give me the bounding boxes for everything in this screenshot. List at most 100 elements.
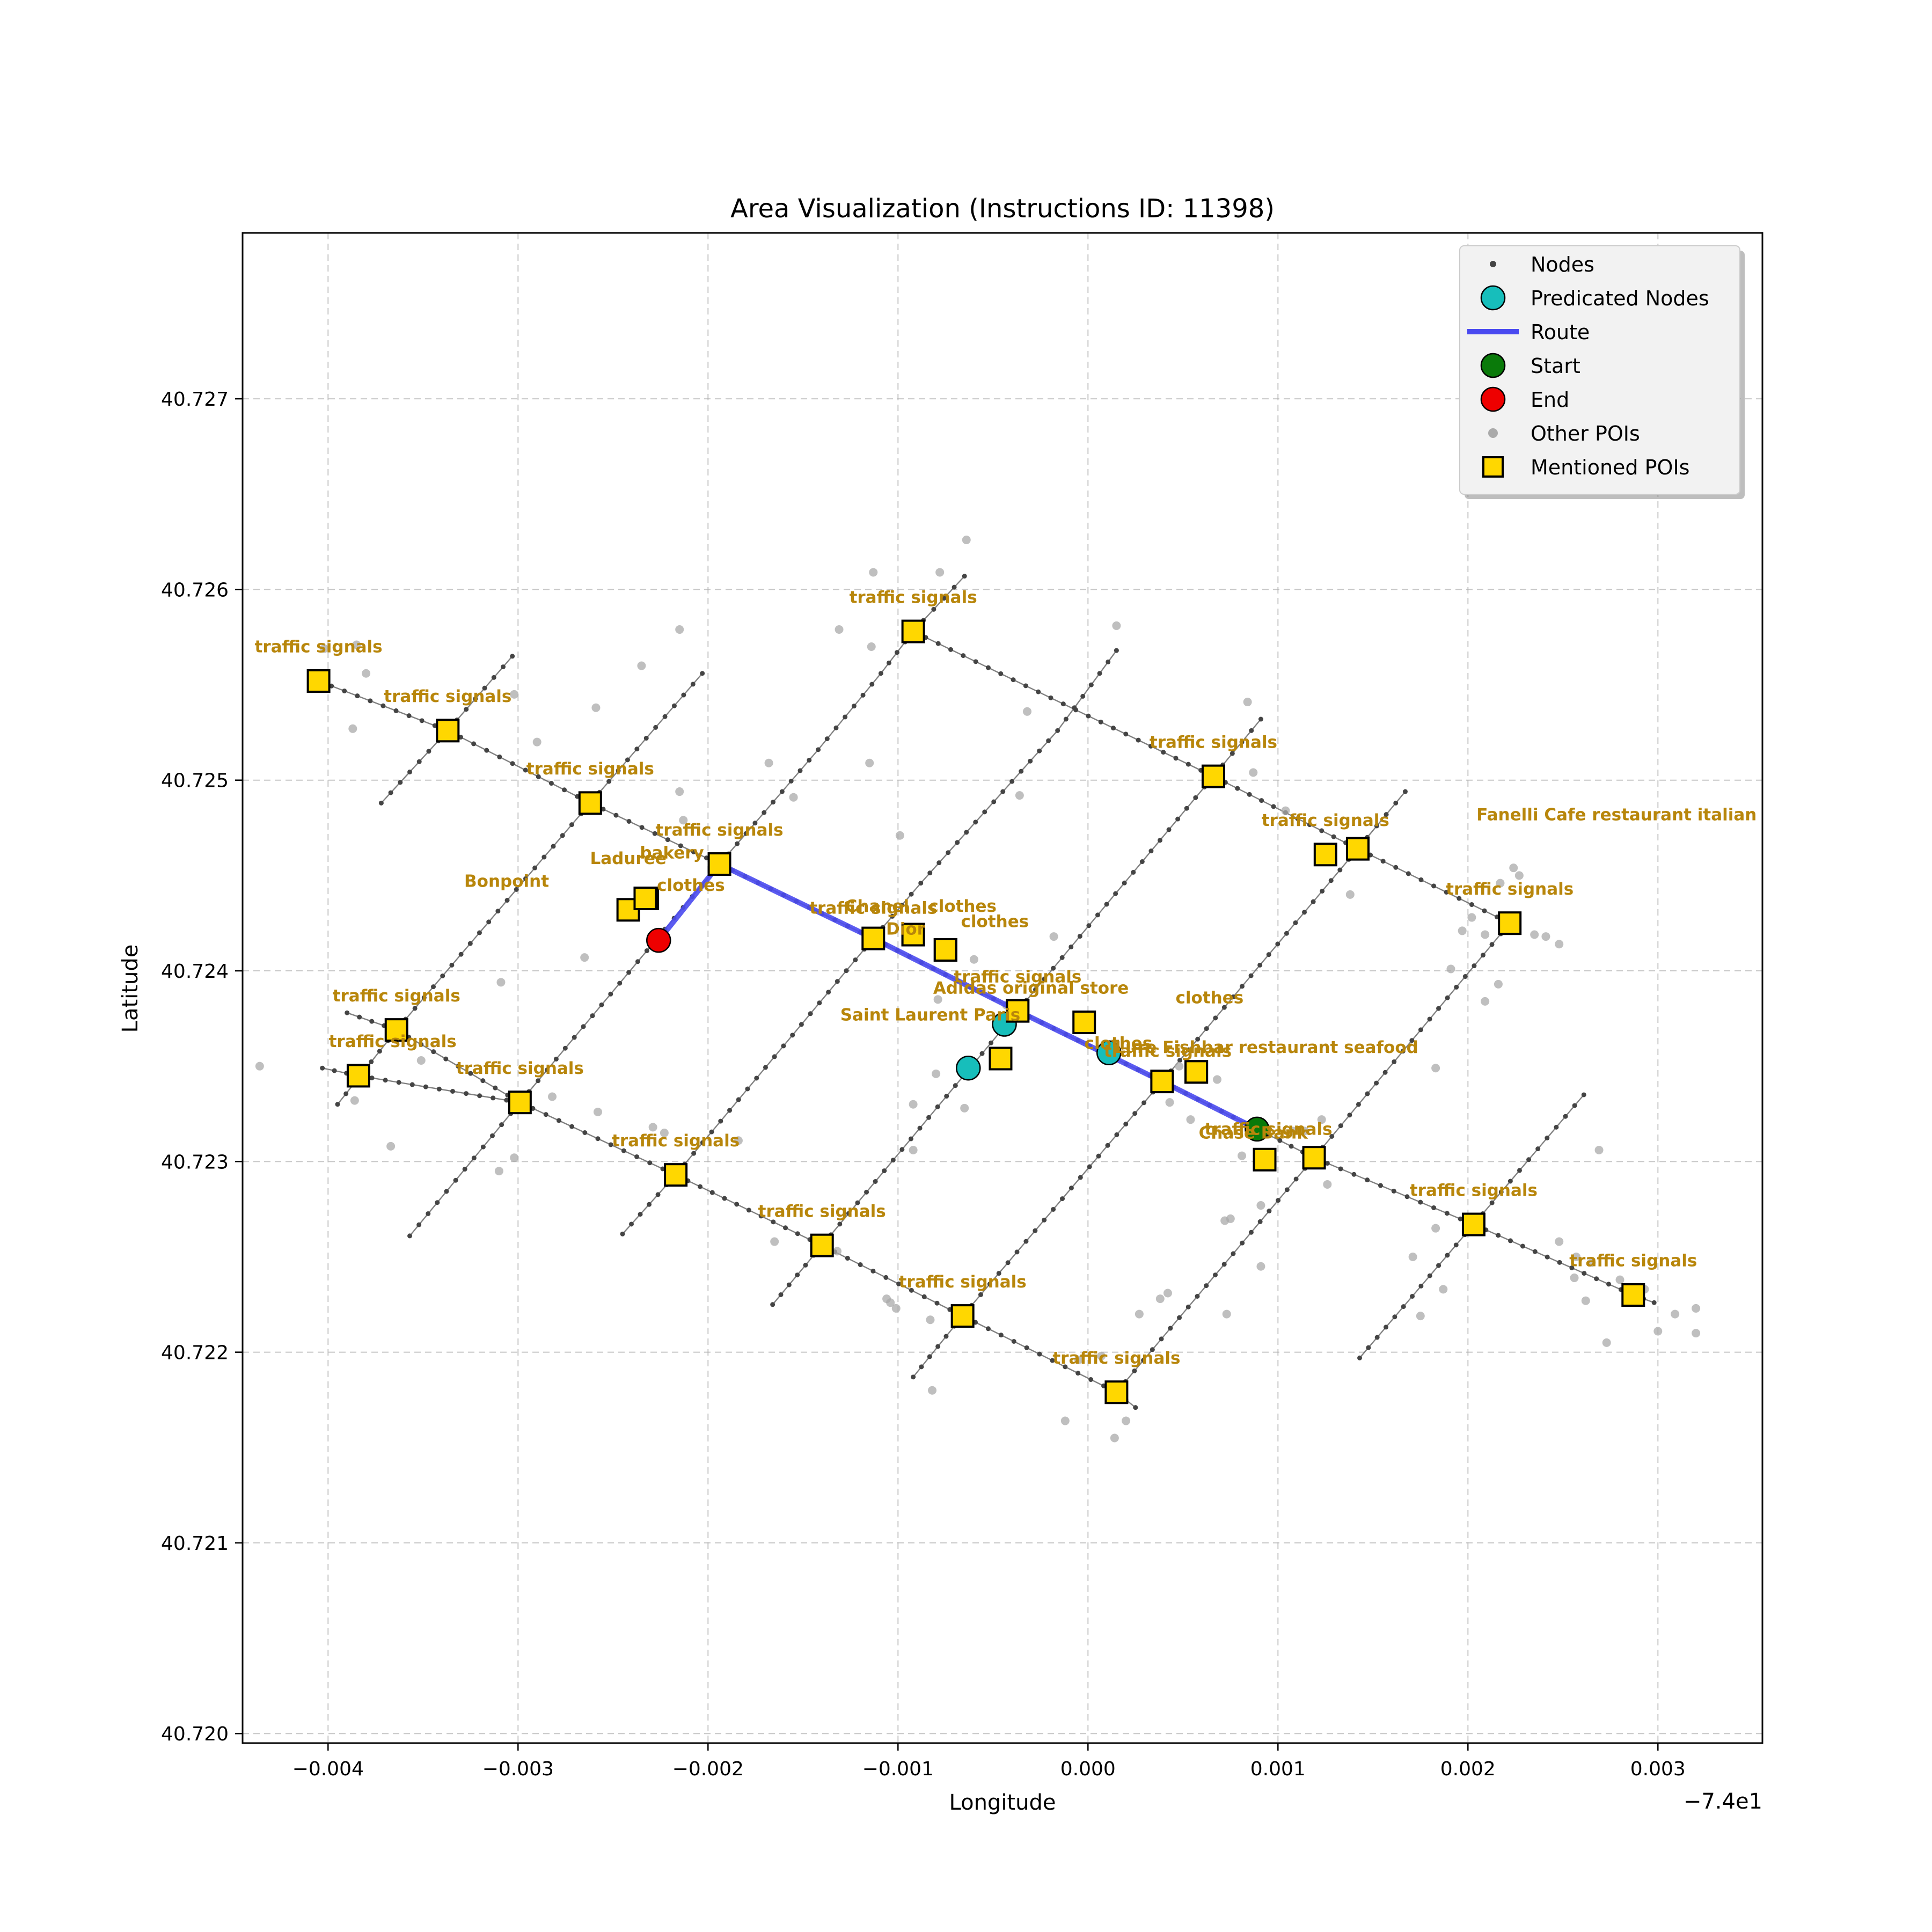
mentioned-poi-square xyxy=(1201,764,1225,788)
mentioned-poi-square xyxy=(901,619,925,643)
node-dot xyxy=(1393,865,1399,870)
node-dot xyxy=(1204,1026,1209,1031)
poi-label: traffic signals xyxy=(1569,1252,1697,1271)
other-poi-dot xyxy=(386,1141,396,1151)
poi-label: Lure Fishbar restaurant seafood xyxy=(1115,1038,1418,1057)
node-dot xyxy=(1231,994,1236,999)
node-dot xyxy=(599,1002,604,1007)
node-dot xyxy=(625,757,630,763)
other-poi-dot xyxy=(1281,806,1290,815)
node-dot xyxy=(911,1374,916,1380)
node-dot xyxy=(495,909,501,914)
node-dot xyxy=(837,1221,843,1227)
node-dot xyxy=(700,1140,705,1145)
other-poi-dot xyxy=(833,1247,842,1256)
node-dot xyxy=(709,1190,715,1195)
other-poi-dot xyxy=(320,644,329,653)
node-dot xyxy=(799,1022,804,1027)
node-dot xyxy=(1051,965,1056,971)
node-dot xyxy=(1458,1216,1463,1221)
node-dot xyxy=(342,688,347,693)
node-dot xyxy=(536,774,541,779)
other-poi-dot xyxy=(835,625,844,634)
node-dot xyxy=(653,724,658,730)
other-poi-dot xyxy=(1581,1296,1590,1305)
poi-label: traffic signals xyxy=(1410,1181,1538,1200)
node-dot xyxy=(926,1115,932,1120)
node-dot xyxy=(1136,737,1141,743)
node-dot xyxy=(393,708,399,713)
y-tick-label: 40.723 xyxy=(161,1151,229,1173)
legend-nodes-symbol xyxy=(1490,261,1496,267)
node-dot xyxy=(1069,1185,1074,1191)
node-dot xyxy=(1302,910,1307,915)
node-dot xyxy=(1445,995,1450,1000)
other-poi-dot xyxy=(1653,1327,1663,1336)
node-dot xyxy=(1080,693,1086,699)
node-dot xyxy=(500,664,506,670)
node-dot xyxy=(1276,1198,1281,1203)
node-dot xyxy=(396,1080,401,1085)
node-dot xyxy=(873,1179,878,1184)
node-dot xyxy=(1444,1211,1450,1216)
node-dot xyxy=(734,1202,740,1207)
other-poi-dot xyxy=(960,1103,969,1113)
node-dot xyxy=(1329,1133,1335,1139)
node-dot xyxy=(1014,1249,1020,1255)
node-dot xyxy=(691,1151,697,1156)
node-dot xyxy=(1311,899,1316,904)
node-dot xyxy=(883,1275,889,1280)
node-dot xyxy=(1000,789,1006,794)
x-tick-label: −0.001 xyxy=(862,1758,934,1780)
node-dot xyxy=(453,1177,458,1183)
poi-label: traffic signals xyxy=(384,687,511,706)
mentioned-poi-square xyxy=(950,1304,975,1328)
other-poi-dot xyxy=(1594,1146,1604,1155)
node-dot xyxy=(652,831,657,836)
node-dot xyxy=(935,1104,940,1109)
node-dot xyxy=(1132,1368,1137,1374)
node-dot xyxy=(477,1093,482,1099)
node-dot xyxy=(1141,1100,1147,1106)
node-dot xyxy=(1277,1138,1283,1143)
node-dot xyxy=(477,930,482,935)
node-dot xyxy=(754,1075,759,1081)
node-dot xyxy=(482,685,487,691)
node-dot xyxy=(486,919,492,925)
poi-label: traffic signals xyxy=(1052,1349,1180,1368)
node-dot xyxy=(1457,896,1462,901)
other-poi-dot xyxy=(1572,1252,1581,1261)
node-dot xyxy=(1060,701,1066,707)
node-dot xyxy=(1161,750,1166,755)
node-dot xyxy=(843,714,848,720)
node-dot xyxy=(514,887,519,892)
node-dot xyxy=(908,1136,913,1141)
node-dot xyxy=(1356,1102,1361,1107)
node-dot xyxy=(1418,1283,1424,1289)
node-dot xyxy=(335,1102,340,1107)
mentioned-pois xyxy=(306,619,1645,1404)
node-dot xyxy=(634,1154,640,1159)
other-poi-dot xyxy=(734,1136,743,1145)
y-tick-label: 40.721 xyxy=(161,1533,229,1555)
node-dot xyxy=(919,1364,924,1370)
node-dot xyxy=(797,768,803,773)
node-dot xyxy=(1195,1293,1200,1299)
poi-label: Saint Laurent Paris xyxy=(840,1005,1020,1024)
node-dot xyxy=(510,654,515,659)
node-dot xyxy=(1184,806,1189,811)
other-poi-dot xyxy=(1692,1304,1701,1313)
node-dot xyxy=(638,1212,643,1217)
node-dot xyxy=(355,693,360,699)
node-dot xyxy=(948,647,954,652)
node-dot xyxy=(1173,756,1179,761)
node-dot xyxy=(917,1125,923,1131)
node-dot xyxy=(1454,984,1459,990)
y-tick-label: 40.720 xyxy=(161,1723,229,1745)
node-dot xyxy=(671,703,677,708)
node-dot xyxy=(982,809,987,815)
other-poi-dot xyxy=(895,831,904,840)
poi-label: traffic signals xyxy=(758,1202,886,1221)
other-poi-dot xyxy=(928,1386,937,1395)
node-dot xyxy=(1275,941,1280,947)
